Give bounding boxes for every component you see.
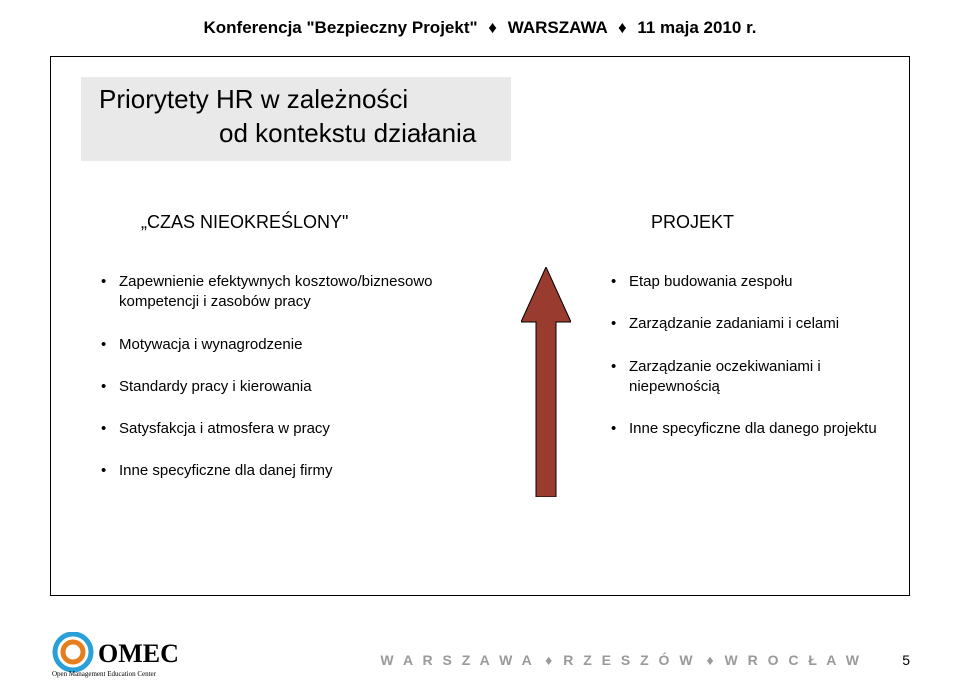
list-item: Motywacja i wynagrodzenie xyxy=(101,335,461,355)
city-label: W R O C Ł A W xyxy=(725,652,863,668)
slide-title-box: Priorytety HR w zależności od kontekstu … xyxy=(81,77,511,161)
header-prefix: Konferencja "Bezpieczny Projekt" xyxy=(204,18,478,37)
header-mid: WARSZAWA xyxy=(508,18,607,37)
slide-footer: OMEC Open Management Education Center W … xyxy=(50,630,910,678)
list-item: Etap budowania zespołu xyxy=(611,272,891,292)
list-item: Satysfakcja i atmosfera w pracy xyxy=(101,419,461,439)
page-number: 5 xyxy=(902,652,910,668)
list-item: Inne specyficzne dla danego projektu xyxy=(611,419,891,439)
left-column: Zapewnienie efektywnych kosztowo/bizneso… xyxy=(101,272,461,504)
conference-header: Konferencja "Bezpieczny Projekt" ♦ WARSZ… xyxy=(0,18,960,38)
list-item: Zarządzanie oczekiwaniami i niepewnością xyxy=(611,357,891,398)
list-item: Inne specyficzne dla danej firmy xyxy=(101,461,461,481)
slide-page: Konferencja "Bezpieczny Projekt" ♦ WARSZ… xyxy=(0,0,960,688)
title-line-2: od kontekstu działania xyxy=(99,117,493,151)
right-bullet-list: Etap budowania zespołu Zarządzanie zadan… xyxy=(611,272,891,439)
logo-ring-outer xyxy=(55,634,91,670)
content-frame: Priorytety HR w zależności od kontekstu … xyxy=(50,56,910,596)
diamond-icon: ♦ xyxy=(612,18,633,37)
list-item: Standardy pracy i kierowania xyxy=(101,377,461,397)
right-column-heading: PROJEKT xyxy=(651,212,734,233)
city-label: W A R S Z A W A xyxy=(380,652,534,668)
right-column: Etap budowania zespołu Zarządzanie zadan… xyxy=(611,272,891,461)
city-label: R Z E S Z Ó W xyxy=(563,652,695,668)
title-line-1: Priorytety HR w zależności xyxy=(99,83,493,117)
logo-subtitle: Open Management Education Center xyxy=(52,670,157,678)
logo-brand-text: OMEC xyxy=(98,639,179,668)
header-suffix: 11 maja 2010 r. xyxy=(637,18,756,37)
omec-logo: OMEC Open Management Education Center xyxy=(50,632,200,678)
list-item: Zarządzanie zadaniami i celami xyxy=(611,314,891,334)
up-arrow-icon xyxy=(521,267,571,497)
logo-ring-inner xyxy=(63,642,83,662)
list-item: Zapewnienie efektywnych kosztowo/bizneso… xyxy=(101,272,461,313)
diamond-icon: ♦ xyxy=(702,652,717,668)
arrow-shape xyxy=(521,267,571,497)
diamond-icon: ♦ xyxy=(482,18,503,37)
left-bullet-list: Zapewnienie efektywnych kosztowo/bizneso… xyxy=(101,272,461,482)
footer-cities: W A R S Z A W A ♦ R Z E S Z Ó W ♦ W R O … xyxy=(380,652,862,668)
diamond-icon: ♦ xyxy=(541,652,556,668)
left-column-heading: „CZAS NIEOKREŚLONY" xyxy=(141,212,348,233)
